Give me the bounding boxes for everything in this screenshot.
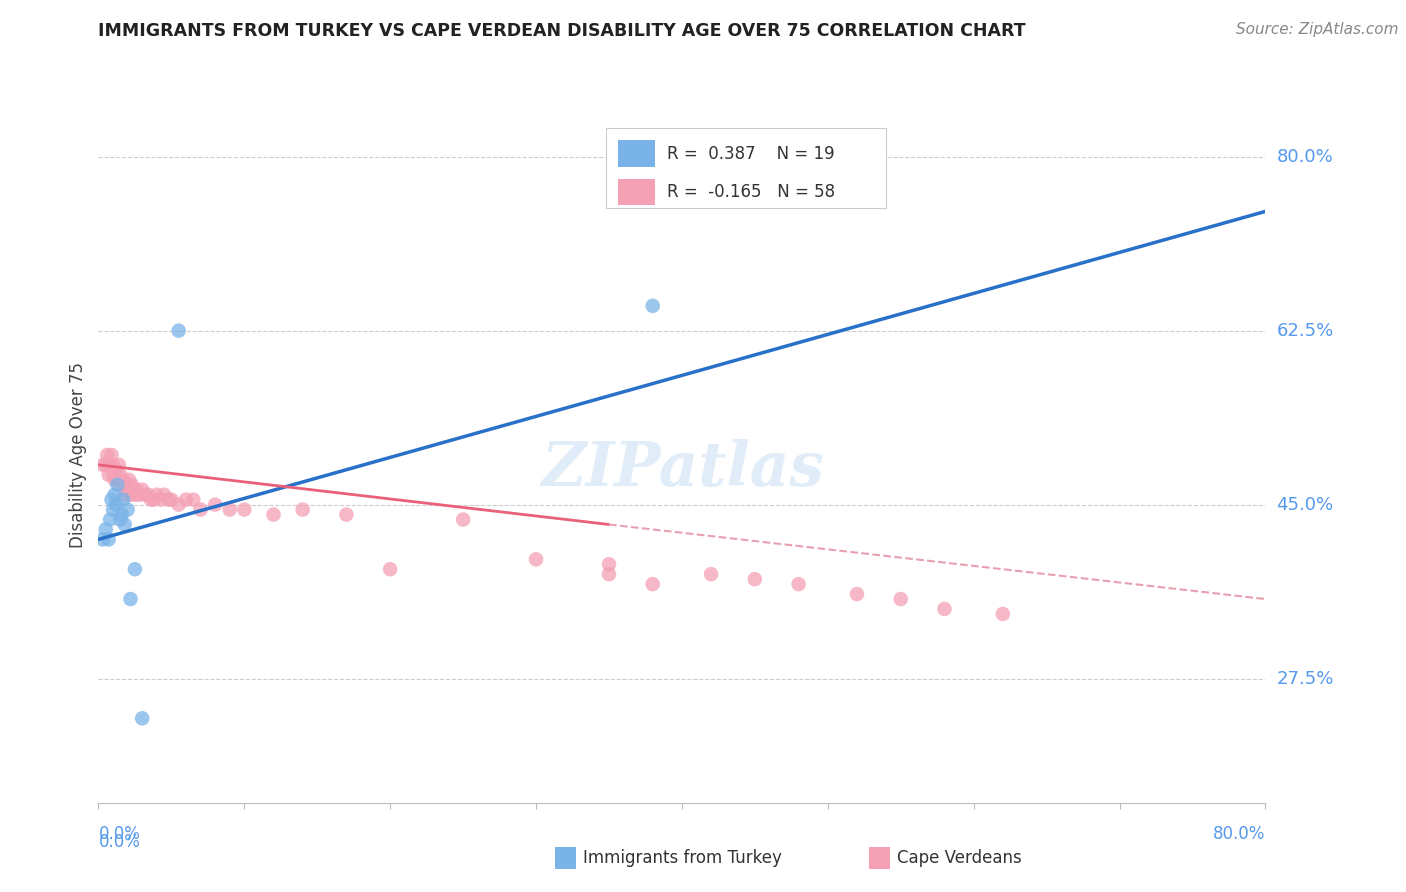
Y-axis label: Disability Age Over 75: Disability Age Over 75 [69,362,87,548]
Point [114,517,136,532]
Point [991,607,1014,621]
Text: ZIPatlas: ZIPatlas [540,439,824,499]
Text: Source: ZipAtlas.com: Source: ZipAtlas.com [1236,22,1399,37]
Point [233,502,256,516]
Point [598,567,620,582]
Point [598,558,620,572]
Point [134,488,156,502]
Point [153,488,176,502]
Point [105,477,128,491]
Point [97,533,120,547]
Point [103,473,125,487]
Point [117,502,139,516]
Point [117,483,139,497]
Point [291,502,314,516]
Point [104,463,127,477]
Point [167,324,190,338]
Point [120,592,142,607]
Point [96,448,118,462]
Point [110,512,132,526]
Point [108,458,131,472]
Point [190,502,212,516]
Text: 27.5%: 27.5% [1277,670,1334,688]
Point [174,492,197,507]
Point [136,488,159,502]
Point [262,508,284,522]
Point [451,512,474,526]
Point [934,602,956,616]
Point [115,477,138,491]
Point [641,299,664,313]
Point [118,473,141,487]
Point [121,477,143,491]
Text: 0.0%: 0.0% [98,833,141,851]
Point [111,508,134,522]
Point [98,512,121,526]
Point [700,567,723,582]
Bar [617,140,655,167]
Point [112,492,135,507]
Point [167,498,190,512]
Text: 45.0%: 45.0% [1277,496,1334,514]
Point [335,508,357,522]
Point [110,467,132,482]
Text: IMMIGRANTS FROM TURKEY VS CAPE VERDEAN DISABILITY AGE OVER 75 CORRELATION CHART: IMMIGRANTS FROM TURKEY VS CAPE VERDEAN D… [98,22,1026,40]
Text: R =  0.387    N = 19: R = 0.387 N = 19 [666,145,834,162]
Point [124,562,146,576]
Point [111,477,134,491]
Point [157,492,180,507]
Point [101,467,124,482]
Point [890,592,912,607]
Point [160,492,183,507]
Text: 0.0%: 0.0% [98,825,141,843]
Point [114,488,136,502]
Point [97,467,120,482]
Point [146,488,169,502]
Point [103,488,125,502]
Point [110,473,132,487]
Point [120,488,142,502]
Text: 80.0%: 80.0% [1277,148,1333,166]
Point [787,577,810,591]
Point [204,498,226,512]
Point [104,498,127,512]
Point [94,458,117,472]
Point [94,523,117,537]
Point [641,577,664,591]
Point [150,492,173,507]
Point [101,502,124,516]
Text: 80.0%: 80.0% [1213,825,1265,843]
Point [181,492,204,507]
Text: R =  -0.165   N = 58: R = -0.165 N = 58 [666,183,835,201]
Point [378,562,402,576]
Point [125,483,148,497]
Point [131,483,153,497]
Point [218,502,240,516]
Point [91,533,114,547]
Point [124,488,146,502]
Text: Cape Verdeans: Cape Verdeans [897,849,1022,867]
Point [105,473,128,487]
Point [100,448,122,462]
Point [142,492,165,507]
Point [128,488,150,502]
Point [524,552,547,566]
FancyBboxPatch shape [606,128,886,208]
Point [101,458,124,472]
Text: Immigrants from Turkey: Immigrants from Turkey [583,849,782,867]
Point [112,473,135,487]
Text: 62.5%: 62.5% [1277,322,1334,340]
Point [131,711,153,725]
Point [98,458,121,472]
Point [845,587,868,601]
Point [744,572,766,586]
Point [100,492,122,507]
Point [91,458,114,472]
Bar [617,178,655,205]
Point [139,492,162,507]
